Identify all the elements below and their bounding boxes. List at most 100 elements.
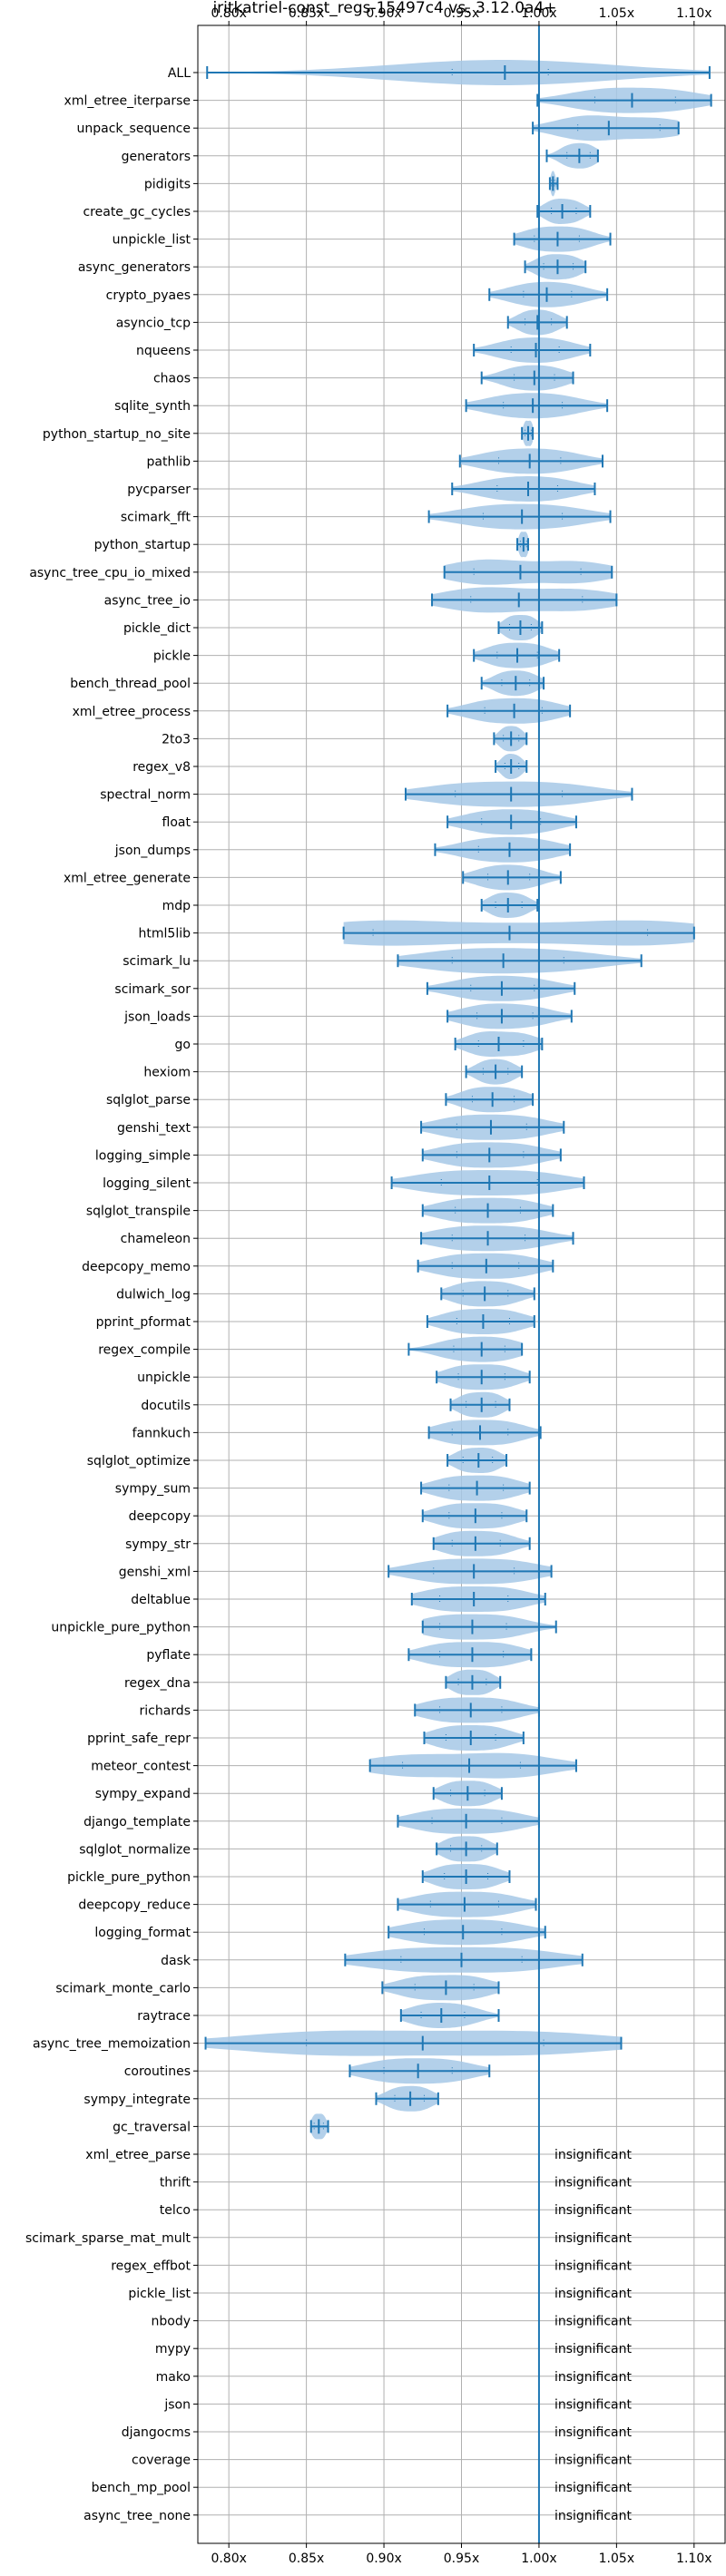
y-tick-label: sympy_expand bbox=[95, 1787, 191, 1801]
y-tick-label: telco bbox=[160, 2203, 191, 2218]
x-tick-label-bottom: 0.95x bbox=[444, 2552, 479, 2566]
y-tick-label: xml_etree_parse bbox=[85, 2148, 191, 2162]
y-tick-label: regex_v8 bbox=[132, 760, 191, 775]
x-tick-label-bottom: 0.85x bbox=[289, 2552, 324, 2566]
y-tick-label: json_dumps bbox=[114, 844, 191, 858]
y-tick-label: async_tree_io bbox=[104, 593, 191, 608]
insignificant-label: insignificant bbox=[554, 2370, 633, 2385]
y-tick-label: pickle_pure_python bbox=[67, 1870, 191, 1885]
y-tick-label: python_startup_no_site bbox=[43, 427, 191, 442]
insignificant-label: insignificant bbox=[554, 2397, 633, 2412]
y-tick-label: sqlglot_optimize bbox=[87, 1454, 191, 1469]
y-tick-label: scimark_monte_carlo bbox=[55, 1981, 191, 1995]
y-tick-label: json_loads bbox=[123, 1010, 191, 1024]
insignificant-label: insignificant bbox=[554, 2509, 633, 2523]
plot-frame bbox=[197, 24, 726, 2544]
y-tick-label: pycparser bbox=[127, 483, 191, 497]
y-tick-label: asyncio_tcp bbox=[116, 316, 191, 330]
x-tick-label-top: 0.95x bbox=[444, 6, 479, 21]
y-tick-label: fannkuch bbox=[132, 1426, 191, 1440]
x-tick-label-top: 0.80x bbox=[211, 6, 246, 21]
y-tick-label: ALL bbox=[168, 66, 191, 81]
y-tick-label: pyflate bbox=[146, 1648, 191, 1663]
insignificant-label: insignificant bbox=[554, 2231, 633, 2246]
y-tick-label: pprint_pformat bbox=[96, 1315, 191, 1330]
y-tick-label: pickle_list bbox=[128, 2287, 191, 2301]
insignificant-label: insignificant bbox=[554, 2203, 633, 2218]
y-tick-label: crypto_pyaes bbox=[106, 288, 191, 303]
y-tick-label: pickle_dict bbox=[123, 621, 191, 636]
y-tick-label: create_gc_cycles bbox=[83, 205, 191, 220]
insignificant-label: insignificant bbox=[554, 2176, 633, 2191]
y-tick-label: nqueens bbox=[136, 344, 191, 358]
y-tick-label: docutils bbox=[141, 1399, 191, 1413]
y-tick-label: django_template bbox=[83, 1815, 191, 1830]
y-tick-label: xml_etree_iterparse bbox=[64, 94, 191, 109]
y-tick-label: regex_compile bbox=[98, 1343, 191, 1358]
y-tick-label: logging_simple bbox=[95, 1148, 191, 1163]
y-tick-label: async_generators bbox=[78, 260, 191, 275]
axis-layer: 0.80x 0.80x 0.85x 0.85x 0.90x 0.90x 0.95x 0.95x… bbox=[25, 6, 712, 2566]
x-tick-label-bottom: 0.90x bbox=[366, 2552, 401, 2566]
y-tick-label: sympy_integrate bbox=[83, 2093, 191, 2107]
y-tick-label: pidigits bbox=[144, 177, 191, 191]
y-tick-label: scimark_sor bbox=[114, 982, 191, 997]
y-tick-label: hexiom bbox=[143, 1066, 191, 1080]
y-tick-label: pickle bbox=[153, 649, 191, 664]
y-tick-label: chameleon bbox=[121, 1232, 191, 1246]
y-tick-label: pathlib bbox=[147, 454, 191, 469]
y-tick-label: genshi_text bbox=[117, 1121, 191, 1136]
y-tick-label: mypy bbox=[155, 2342, 191, 2356]
y-tick-label: python_startup bbox=[94, 538, 191, 552]
x-tick-label-bottom: 1.10x bbox=[676, 2552, 711, 2566]
y-tick-label: async_tree_memoization bbox=[33, 2037, 191, 2052]
x-tick-label-top: 1.00x bbox=[521, 6, 556, 21]
y-tick-label: generators bbox=[122, 150, 191, 164]
y-tick-label: sqlglot_normalize bbox=[79, 1842, 191, 1857]
y-tick-label: unpickle bbox=[137, 1371, 191, 1385]
insignificant-label: insignificant bbox=[554, 2342, 633, 2356]
y-tick-label: deepcopy_memo bbox=[82, 1260, 191, 1274]
y-tick-label: mdp bbox=[162, 899, 191, 913]
y-tick-label: meteor_contest bbox=[91, 1760, 191, 1774]
chart-title: iritkatriel-const_regs-15497c4 vs. 3.12.… bbox=[212, 0, 556, 17]
y-tick-label: sqlglot_transpile bbox=[86, 1205, 191, 1219]
y-tick-label: djangocms bbox=[122, 2425, 191, 2440]
y-tick-label: unpickle_list bbox=[113, 233, 191, 248]
insignificant-label: insignificant bbox=[554, 2259, 633, 2273]
x-tick-label-bottom: 0.80x bbox=[211, 2552, 246, 2566]
y-tick-label: deepcopy bbox=[129, 1509, 191, 1524]
x-tick-label-top: 1.05x bbox=[599, 6, 634, 21]
y-tick-label: bench_mp_pool bbox=[92, 2481, 191, 2495]
y-tick-label: sympy_str bbox=[125, 1537, 191, 1552]
insignificant-label: insignificant bbox=[554, 2287, 633, 2301]
y-tick-label: coverage bbox=[132, 2454, 191, 2468]
y-tick-label: raytrace bbox=[137, 2009, 191, 2024]
y-tick-label: richards bbox=[140, 1703, 191, 1718]
y-tick-label: bench_thread_pool bbox=[70, 677, 191, 691]
y-tick-label: sympy_sum bbox=[115, 1482, 191, 1497]
insignificant-label: insignificant bbox=[554, 2454, 633, 2468]
y-tick-label: spectral_norm bbox=[100, 788, 191, 803]
y-tick-label: gc_traversal bbox=[113, 2120, 191, 2134]
x-tick-label-bottom: 1.05x bbox=[599, 2552, 634, 2566]
y-tick-label: xml_etree_generate bbox=[64, 871, 191, 885]
y-tick-label: regex_effbot bbox=[111, 2259, 191, 2273]
y-tick-label: json bbox=[163, 2397, 191, 2412]
insignificant-label: insignificant bbox=[554, 2315, 633, 2329]
insignificant-label: insignificant bbox=[554, 2481, 633, 2495]
y-tick-label: xml_etree_process bbox=[73, 705, 191, 719]
x-tick-label-top: 1.10x bbox=[676, 6, 711, 21]
y-tick-label: 2to3 bbox=[162, 732, 191, 746]
y-tick-label: dulwich_log bbox=[116, 1287, 191, 1302]
y-tick-label: regex_dna bbox=[124, 1676, 191, 1691]
y-tick-label: dask bbox=[161, 1954, 191, 1968]
x-tick-label-bottom: 1.00x bbox=[521, 2552, 556, 2566]
y-tick-label: scimark_fft bbox=[121, 511, 191, 525]
y-tick-label: coroutines bbox=[124, 2064, 191, 2079]
y-tick-label: logging_silent bbox=[103, 1176, 191, 1191]
y-tick-label: deepcopy_reduce bbox=[78, 1898, 191, 1913]
y-tick-label: thrift bbox=[160, 2176, 191, 2191]
y-tick-label: mako bbox=[156, 2370, 191, 2385]
x-tick-label-top: 0.85x bbox=[289, 6, 324, 21]
